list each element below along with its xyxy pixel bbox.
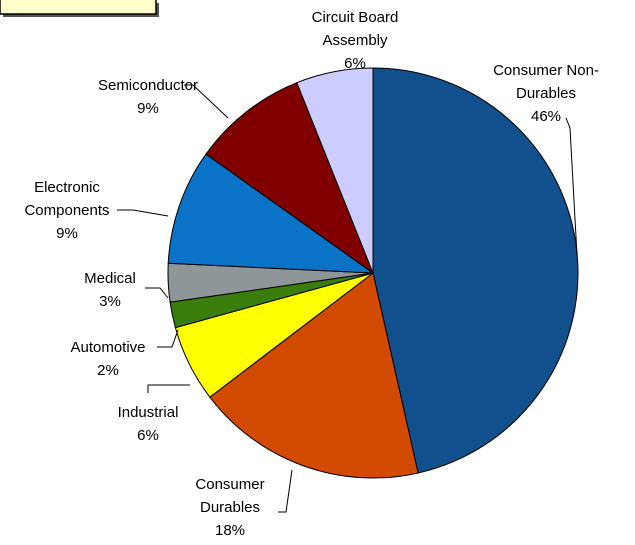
slice-label: Electronic Components 9% <box>0 176 147 245</box>
pie <box>167 67 579 479</box>
leader-line <box>157 329 179 348</box>
slice-label: Circuit Board Assembly 6% <box>275 6 435 75</box>
category-label: Automotive <box>70 339 146 356</box>
value-label: 6% <box>137 427 159 444</box>
pie-slice <box>167 153 375 274</box>
value-label: 9% <box>56 225 78 242</box>
value-label: 18% <box>214 522 246 539</box>
slice-label: Semiconductor 9% <box>68 74 228 120</box>
slice-label: Medical 3% <box>30 267 190 313</box>
category-label: Circuit Board Assembly <box>311 9 399 49</box>
slice-label: Industrial 6% <box>68 401 228 447</box>
leader-line <box>147 384 190 393</box>
leader-line <box>184 84 229 119</box>
category-label: Consumer Durables <box>195 476 265 516</box>
slice-label: Consumer Non- Durables 46% <box>466 59 626 128</box>
pie-slice <box>296 67 374 274</box>
value-label: 6% <box>344 55 366 72</box>
category-label: Industrial <box>117 404 179 421</box>
title-box <box>0 0 157 15</box>
value-label: 9% <box>137 100 159 117</box>
category-label: Electronic Components <box>24 179 110 219</box>
leader-line <box>117 209 169 217</box>
category-label: Medical <box>84 270 136 287</box>
leader-line <box>278 469 293 513</box>
pie-slice <box>205 82 375 275</box>
slice-label: Automotive 2% <box>28 336 188 382</box>
value-label: 2% <box>97 362 119 379</box>
leader-lines <box>117 84 578 513</box>
pie-slice <box>209 272 419 479</box>
category-label: Semiconductor <box>97 77 199 94</box>
value-label: 46% <box>530 108 562 125</box>
slice-label: Consumer Durables 18% <box>150 473 310 542</box>
category-label: Consumer Non- Durables <box>493 62 599 102</box>
leader-line <box>145 287 169 299</box>
value-label: 3% <box>99 293 121 310</box>
leader-line <box>565 117 578 256</box>
